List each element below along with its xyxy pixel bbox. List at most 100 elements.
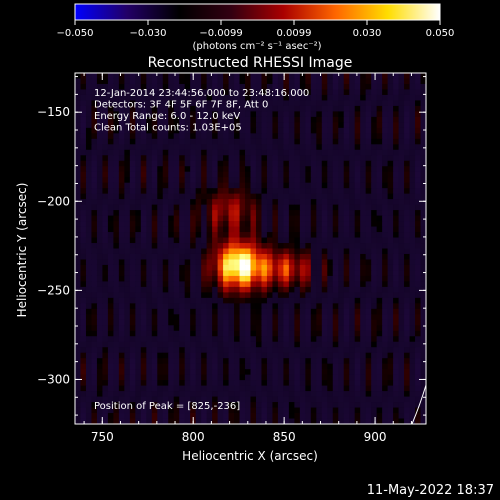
heatmap-cell — [162, 347, 169, 354]
heatmap-cell — [255, 341, 262, 348]
heatmap-cell — [272, 407, 279, 414]
heatmap-cell — [201, 89, 208, 96]
heatmap-cell — [321, 363, 328, 370]
heatmap-cell — [387, 160, 394, 167]
heatmap-cell — [217, 325, 224, 332]
heatmap-cell — [157, 116, 164, 123]
heatmap-cell — [151, 188, 158, 195]
heatmap-cell — [151, 100, 158, 107]
heatmap-cell — [376, 369, 383, 376]
heatmap-cell — [217, 188, 224, 195]
heatmap-cell — [190, 253, 197, 260]
heatmap-cell — [107, 418, 114, 424]
heatmap-cell — [124, 144, 131, 151]
heatmap-cell — [239, 226, 246, 233]
heatmap-cell — [332, 111, 339, 118]
heatmap-cell — [102, 193, 109, 200]
colorbar-tick-label: 0.030 — [353, 28, 382, 39]
heatmap-cell — [140, 347, 147, 354]
heatmap-cell — [393, 127, 399, 134]
heatmap-cell — [118, 149, 125, 156]
heatmap-cell — [162, 407, 169, 414]
heatmap-cell — [327, 264, 334, 271]
heatmap-cell — [327, 210, 334, 216]
heatmap-cell — [151, 89, 158, 96]
heatmap-cell — [206, 391, 213, 397]
heatmap-cell — [195, 286, 202, 293]
heatmap-cell — [118, 369, 125, 376]
heatmap-cell — [162, 83, 169, 90]
heatmap-cell — [168, 188, 175, 195]
heatmap-cell — [118, 199, 125, 206]
heatmap-cell — [261, 358, 268, 365]
heatmap-cell — [96, 418, 103, 424]
heatmap-cell — [80, 243, 87, 249]
heatmap-cell — [162, 380, 169, 387]
heatmap-cell — [360, 111, 367, 118]
heatmap-cell — [415, 105, 421, 112]
heatmap-cell — [80, 89, 87, 96]
heatmap-cell — [146, 94, 153, 101]
heatmap-cell — [124, 286, 131, 293]
heatmap-cell — [173, 177, 180, 184]
heatmap-cell — [190, 188, 197, 195]
heatmap-cell — [382, 221, 389, 227]
heatmap-cell — [338, 210, 345, 216]
heatmap-cell — [398, 221, 405, 227]
heatmap-cell — [316, 259, 323, 266]
heatmap-cell — [217, 226, 224, 233]
heatmap-cell — [118, 100, 125, 107]
heatmap-cell — [404, 314, 410, 321]
heatmap-cell — [157, 94, 164, 101]
heatmap-cell — [201, 171, 208, 178]
heatmap-cell — [151, 215, 158, 222]
heatmap-cell — [371, 116, 378, 123]
heatmap-cell — [387, 149, 394, 156]
heatmap-cell — [223, 347, 229, 354]
heatmap-cell — [146, 138, 153, 145]
heatmap-cell — [195, 138, 202, 145]
heatmap-cell — [327, 237, 334, 244]
heatmap-cell — [349, 155, 356, 162]
heatmap-cell — [404, 127, 410, 134]
heatmap-cell — [162, 363, 169, 370]
heatmap-cell — [338, 160, 345, 167]
heatmap-cell — [404, 352, 410, 359]
heatmap-cell — [80, 286, 87, 293]
heatmap-cell — [190, 204, 197, 211]
x-axis: 750 800 850 900 — [83, 73, 412, 444]
heatmap-cell — [415, 413, 421, 419]
heatmap-cell — [250, 177, 257, 184]
heatmap-cell — [206, 116, 213, 123]
heatmap-cell — [113, 352, 120, 359]
heatmap-cell — [173, 385, 180, 392]
heatmap-cell — [409, 100, 416, 107]
heatmap-cell — [272, 127, 279, 134]
heatmap-cell — [420, 138, 426, 145]
heatmap-cell — [360, 243, 367, 249]
heatmap-cell — [245, 248, 251, 255]
heatmap-cell — [321, 226, 328, 233]
heatmap-cell — [184, 352, 191, 359]
heatmap-cell — [228, 127, 235, 134]
heatmap-cell — [398, 347, 405, 354]
heatmap-cell — [234, 385, 240, 392]
heatmap-cell — [283, 363, 290, 370]
heatmap-cell — [206, 155, 213, 162]
heatmap-cell — [184, 407, 191, 414]
heatmap-cell — [332, 237, 339, 244]
heatmap-cell — [157, 243, 164, 249]
heatmap-cell — [190, 105, 197, 112]
heatmap-cell — [184, 319, 191, 326]
heatmap-cell — [162, 396, 169, 403]
heatmap-cell — [195, 94, 202, 101]
heatmap-cell — [195, 402, 202, 408]
heatmap-cell — [85, 182, 92, 189]
heatmap-cell — [360, 204, 367, 211]
heatmap-cell — [245, 149, 251, 156]
heatmap-cell — [129, 297, 136, 304]
heatmap-cell — [409, 116, 416, 123]
heatmap-cell — [135, 292, 142, 299]
heatmap-cell — [420, 105, 426, 112]
heatmap-cell — [195, 89, 202, 96]
